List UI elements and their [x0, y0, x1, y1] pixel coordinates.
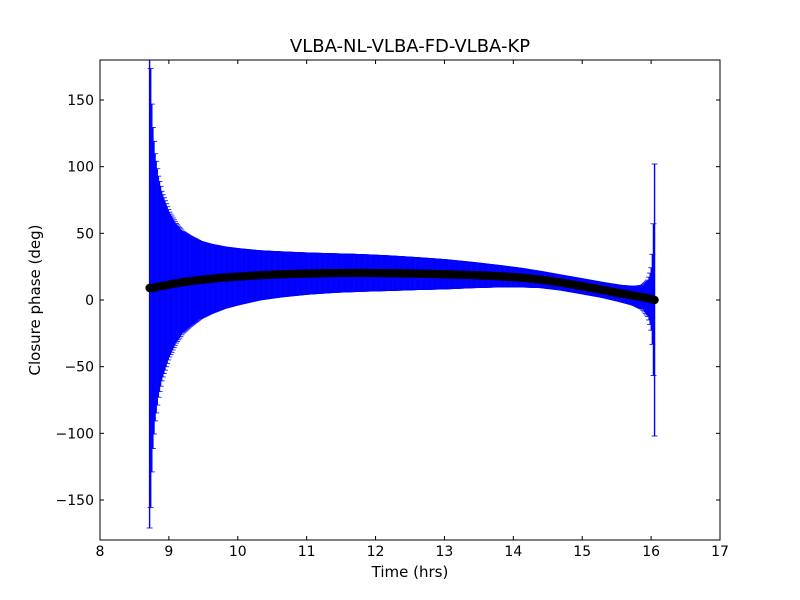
chart-title: VLBA-NL-VLBA-FD-VLBA-KP: [290, 36, 530, 57]
marker-group: [145, 268, 659, 305]
y-tick-label: 50: [76, 226, 94, 242]
y-tick-label: −150: [56, 493, 94, 509]
y-axis-label: Closure phase (deg): [26, 225, 44, 376]
x-axis-label: Time (hrs): [371, 563, 449, 581]
y-tick-label: −100: [56, 426, 94, 442]
y-tick-label: 150: [67, 93, 94, 109]
tick-group: 8 9 10 11 12 13 14 15 16 17 −150 −100 −50 0 50 100 150: [56, 60, 729, 560]
x-tick-label: 10: [229, 544, 247, 560]
x-tick-label: 12: [367, 544, 385, 560]
x-tick-label: 16: [642, 544, 660, 560]
x-tick-label: 14: [504, 544, 522, 560]
x-tick-label: 17: [711, 544, 729, 560]
x-tick-label: 13: [436, 544, 454, 560]
x-tick-label: 8: [96, 544, 105, 560]
y-tick-label: 0: [85, 293, 94, 309]
data-point: [650, 295, 659, 305]
x-tick-label: 15: [573, 544, 591, 560]
y-tick-label: −50: [64, 360, 94, 376]
y-tick-label: 100: [67, 160, 94, 176]
x-tick-label: 9: [164, 544, 173, 560]
x-tick-label: 11: [298, 544, 316, 560]
